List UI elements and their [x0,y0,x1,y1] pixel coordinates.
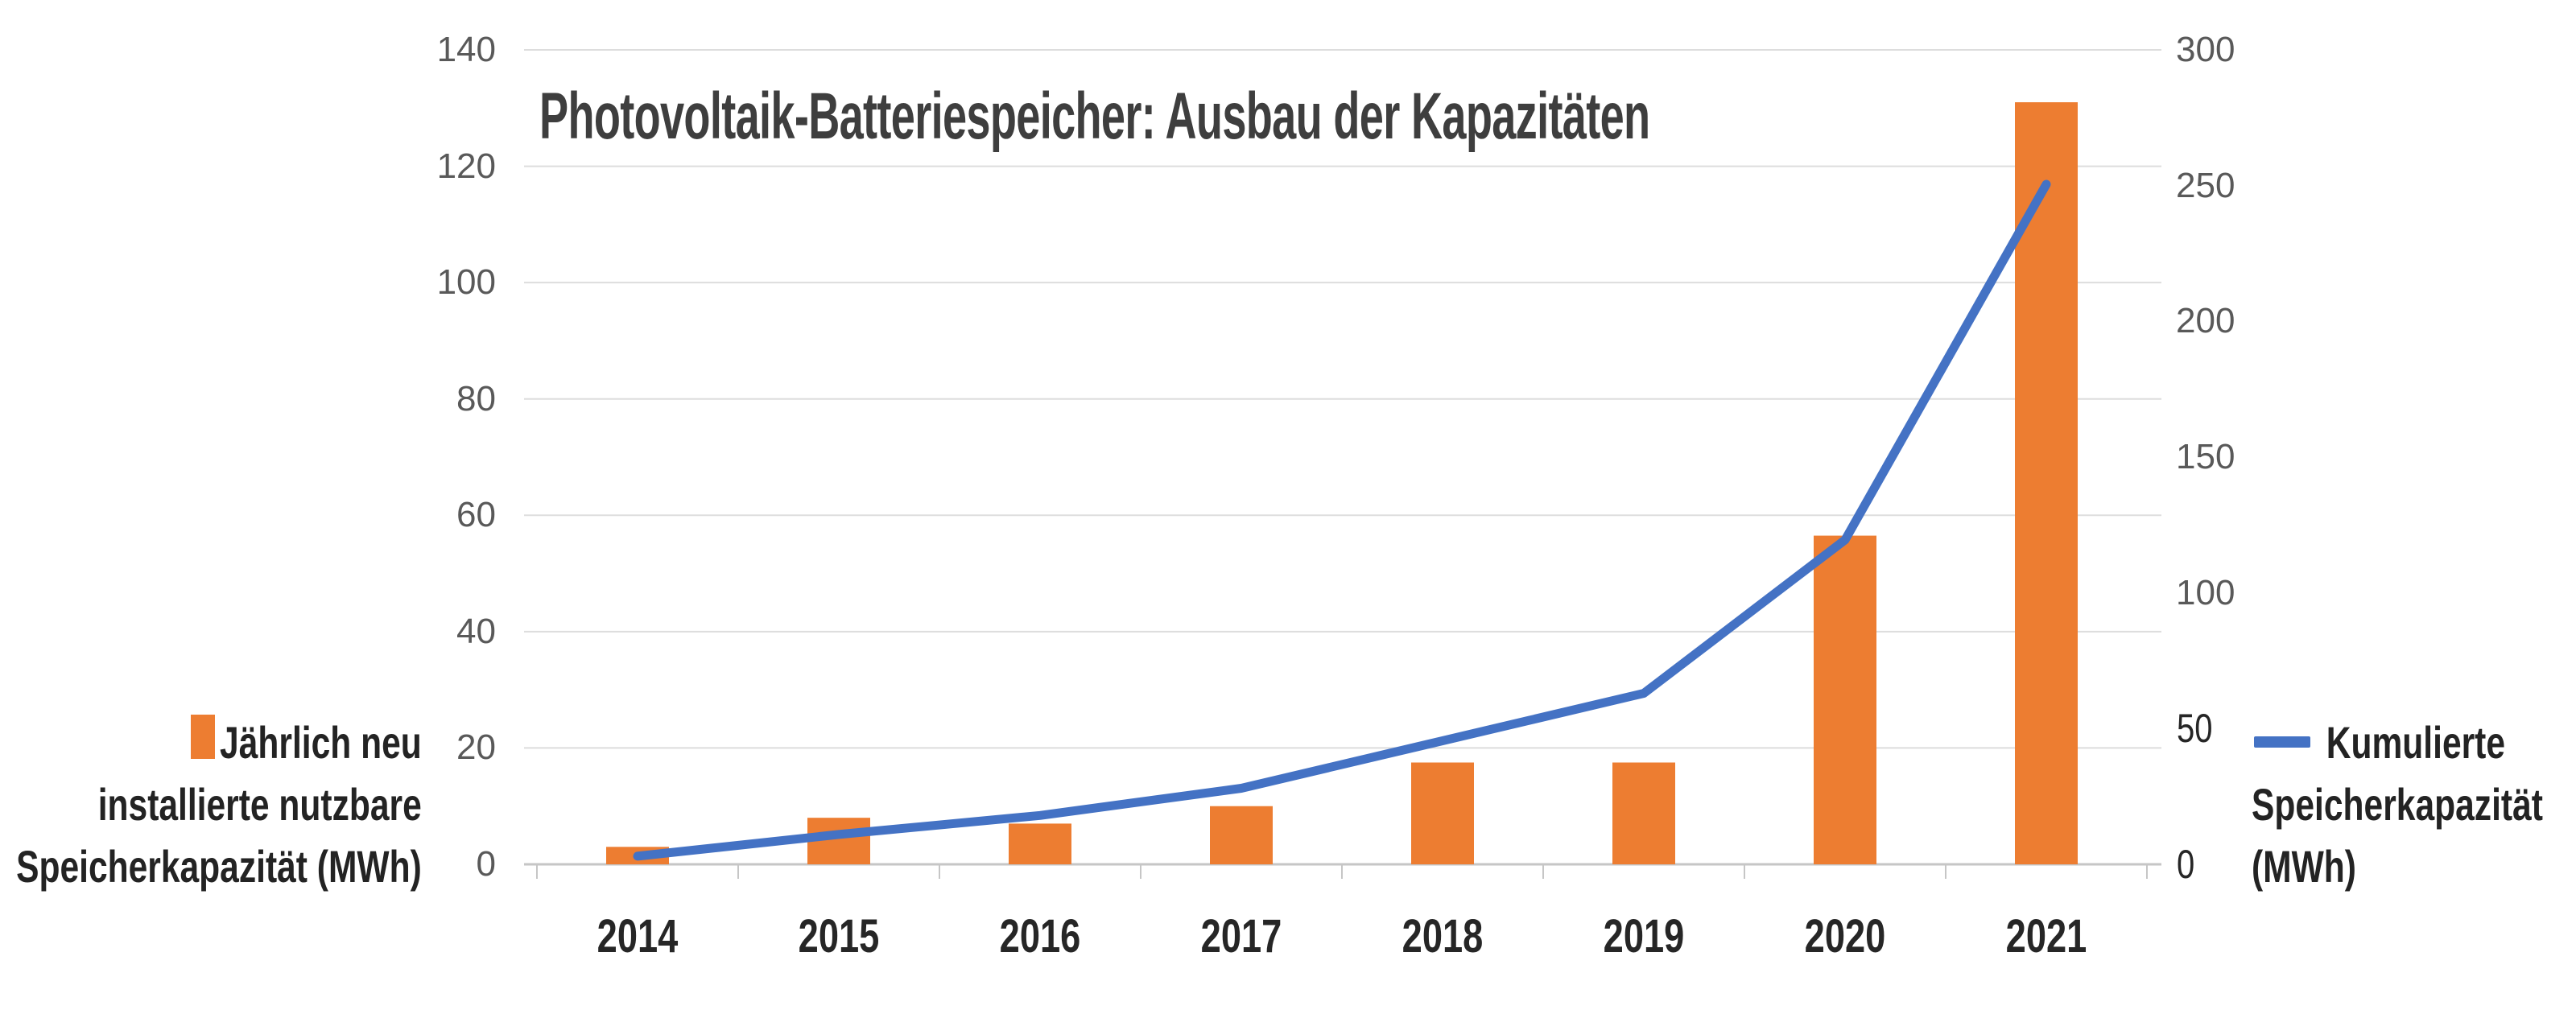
bar [1814,535,1876,864]
legend-bar-swatch-icon [191,715,215,759]
legend-bar-series: Jährlich neu installierte nutzbare Speic… [16,711,422,897]
right-axis-tick-label: 300 [2176,30,2235,69]
legend-line-line-2: Speicherkapazität [2252,779,2543,830]
x-axis-year-label: 2016 [999,910,1081,962]
bar [1009,823,1071,864]
chart-title: Photovoltaik-Batteriespeicher: Ausbau de… [539,80,1650,153]
left-axis-tick-label: 0 [476,844,496,884]
cumulative-line [633,179,2051,861]
legend-bar-line-1: Jährlich neu [220,717,422,768]
x-axis-year-label: 2020 [1804,910,1886,962]
x-axis-year-label: 2019 [1603,910,1685,962]
left-axis-tick-label: 100 [436,262,496,303]
x-axis-year-label: 2014 [597,910,679,962]
legend-line-line-1: Kumulierte [2326,717,2506,768]
legend-bar-line-2: installierte nutzbare [97,779,422,830]
x-axis-year-label: 2021 [2005,910,2087,962]
left-axis-tick-label: 60 [456,495,496,535]
legend-line-series: Kumulierte Speicherkapazität (MWh) [2252,711,2543,897]
right-axis-tick-label: 100 [2176,572,2235,612]
left-axis-tick-label: 80 [456,378,496,418]
x-axis-year-label: 2015 [798,910,880,962]
bar [1612,762,1675,864]
legend-line-swatch-icon [2254,736,2310,748]
bar [1411,762,1474,864]
left-axis-tick-label: 40 [456,611,496,651]
right-axis-tick-label: 200 [2176,301,2235,341]
right-axis-tick-label: 50 [2177,706,2213,752]
right-axis-tick-label: 0 [2177,842,2195,887]
left-axis-tick-label: 140 [436,30,496,69]
right-axis-tick-label: 250 [2176,165,2235,205]
left-axis-tick-label: 120 [436,146,496,186]
x-axis-year-label: 2017 [1200,910,1282,962]
bar [1210,806,1273,864]
legend-line-line-3: (MWh) [2252,841,2356,892]
left-axis-tick-label: 20 [456,728,496,768]
x-axis-year-label: 2018 [1402,910,1484,962]
legend-bar-line-3: Speicherkapazität (MWh) [16,841,422,892]
right-axis-tick-label: 150 [2176,437,2235,476]
